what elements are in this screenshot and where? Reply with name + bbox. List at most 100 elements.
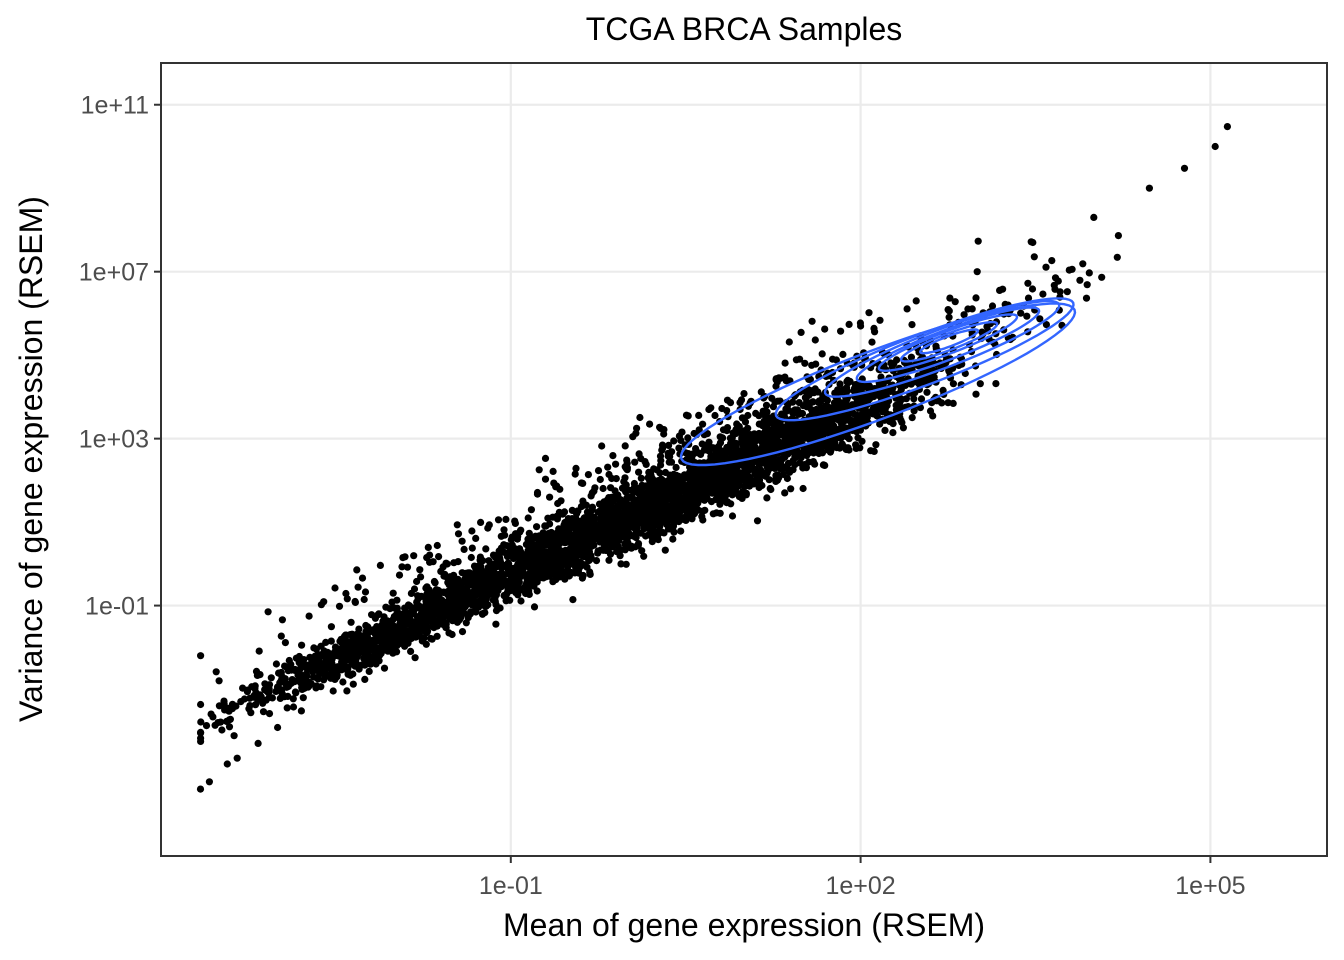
data-point bbox=[345, 638, 353, 647]
data-point bbox=[856, 444, 864, 452]
data-point bbox=[555, 525, 563, 533]
data-point bbox=[692, 498, 700, 506]
data-point bbox=[689, 511, 697, 519]
data-point bbox=[572, 464, 580, 472]
data-point bbox=[527, 506, 536, 514]
data-point bbox=[313, 674, 321, 682]
data-point bbox=[815, 429, 823, 437]
data-point bbox=[549, 513, 557, 521]
data-point bbox=[988, 302, 997, 310]
data-point bbox=[799, 484, 807, 493]
data-point bbox=[355, 625, 363, 633]
data-point bbox=[435, 553, 443, 561]
data-point bbox=[785, 406, 793, 414]
data-point bbox=[278, 616, 286, 624]
data-point bbox=[571, 470, 579, 478]
data-point bbox=[728, 512, 737, 520]
data-point bbox=[742, 469, 750, 477]
data-point bbox=[782, 450, 790, 458]
data-point bbox=[755, 412, 763, 420]
data-point bbox=[631, 458, 639, 466]
data-point bbox=[908, 321, 916, 329]
data-point bbox=[638, 547, 646, 555]
data-point bbox=[410, 552, 418, 560]
data-point bbox=[336, 664, 344, 672]
data-point bbox=[870, 447, 878, 455]
data-point bbox=[585, 515, 593, 523]
data-point bbox=[1211, 142, 1219, 151]
data-point bbox=[695, 411, 703, 419]
data-point bbox=[389, 616, 397, 624]
data-point bbox=[402, 610, 410, 618]
data-point bbox=[723, 407, 731, 415]
data-point bbox=[896, 398, 904, 407]
data-point bbox=[844, 376, 852, 384]
data-point bbox=[361, 588, 370, 596]
data-point bbox=[750, 444, 758, 452]
data-point bbox=[305, 612, 313, 620]
data-point bbox=[533, 587, 541, 595]
data-point bbox=[785, 338, 793, 346]
data-point bbox=[312, 645, 320, 653]
data-point bbox=[670, 437, 678, 445]
data-point bbox=[872, 411, 881, 420]
data-point bbox=[768, 414, 776, 422]
data-point bbox=[733, 452, 742, 460]
data-point bbox=[448, 630, 456, 639]
data-point bbox=[638, 494, 646, 502]
data-point bbox=[343, 687, 351, 695]
density-contour bbox=[918, 328, 980, 355]
data-point bbox=[277, 632, 285, 640]
data-point bbox=[872, 441, 880, 449]
data-point bbox=[791, 461, 799, 469]
data-point bbox=[561, 518, 569, 527]
data-point bbox=[600, 498, 608, 506]
data-point bbox=[530, 603, 539, 611]
data-point bbox=[794, 436, 802, 445]
data-point bbox=[407, 647, 415, 656]
data-point bbox=[839, 350, 847, 358]
data-point bbox=[197, 728, 205, 737]
data-point bbox=[197, 734, 205, 742]
data-point bbox=[522, 589, 530, 598]
data-point bbox=[790, 421, 798, 429]
data-point bbox=[409, 604, 417, 612]
data-point bbox=[541, 475, 550, 483]
data-point bbox=[613, 548, 621, 556]
data-point bbox=[522, 580, 530, 588]
data-point bbox=[843, 416, 851, 424]
data-point bbox=[449, 582, 458, 590]
data-point bbox=[667, 458, 676, 466]
data-point bbox=[678, 473, 686, 481]
data-point bbox=[472, 608, 480, 616]
x-axis-ticks: 1e-01 1e+02 1e+05 bbox=[479, 856, 1246, 900]
data-point bbox=[368, 611, 376, 619]
data-point bbox=[342, 589, 350, 598]
data-point bbox=[663, 504, 671, 512]
data-point bbox=[686, 485, 695, 493]
data-point bbox=[430, 577, 438, 586]
data-point bbox=[265, 685, 273, 693]
plot-panel bbox=[160, 62, 1328, 857]
data-point bbox=[682, 512, 690, 521]
data-point bbox=[226, 715, 234, 723]
data-point bbox=[597, 534, 605, 543]
data-point bbox=[658, 528, 666, 536]
data-point bbox=[634, 528, 642, 536]
data-point bbox=[887, 359, 895, 367]
data-point bbox=[763, 494, 771, 502]
data-point bbox=[1042, 321, 1050, 329]
data-point bbox=[533, 523, 541, 531]
data-point bbox=[596, 475, 604, 484]
data-point bbox=[458, 628, 467, 636]
data-point bbox=[740, 390, 748, 398]
data-point bbox=[541, 522, 549, 530]
data-point bbox=[289, 695, 297, 703]
data-point bbox=[787, 485, 795, 493]
data-point bbox=[705, 447, 713, 455]
data-point bbox=[621, 474, 629, 482]
data-point bbox=[413, 625, 421, 633]
data-point bbox=[798, 409, 807, 418]
data-point bbox=[712, 482, 720, 490]
data-point bbox=[489, 562, 497, 571]
